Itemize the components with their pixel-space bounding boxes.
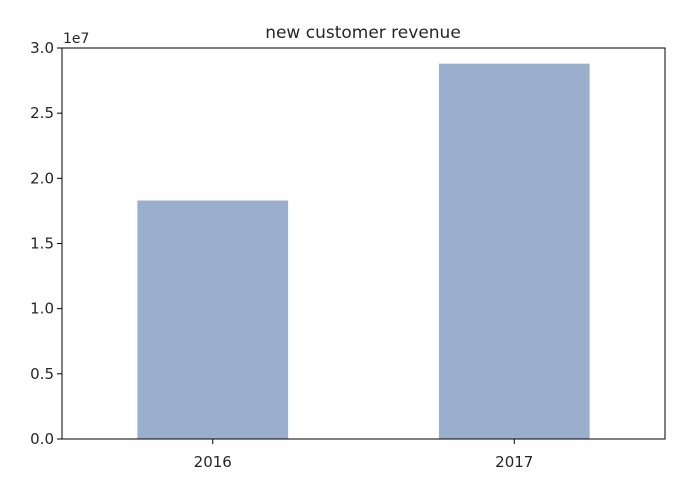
bars-layer xyxy=(137,63,590,439)
y-tick-label: 1.5 xyxy=(30,235,54,253)
x-tick-label: 2017 xyxy=(495,453,533,471)
y-tick-label: 2.5 xyxy=(30,104,54,122)
y-tick-label: 2.0 xyxy=(30,169,54,187)
x-ticks-layer: 2016 2017 xyxy=(194,439,533,471)
y-ticks-layer: 0.0 0.5 1.0 1.5 2.0 2.5 3.0 xyxy=(30,39,62,448)
bar-2017 xyxy=(438,63,590,439)
chart-title: new customer revenue xyxy=(265,23,461,43)
y-tick-label: 0.5 xyxy=(30,365,54,383)
y-tick-label: 1.0 xyxy=(30,300,54,318)
y-tick-label: 0.0 xyxy=(30,430,54,448)
x-tick-label: 2016 xyxy=(194,453,232,471)
bar-2016 xyxy=(137,200,289,439)
y-axis-offset-label: 1e7 xyxy=(63,31,89,47)
y-tick-label: 3.0 xyxy=(30,39,54,57)
